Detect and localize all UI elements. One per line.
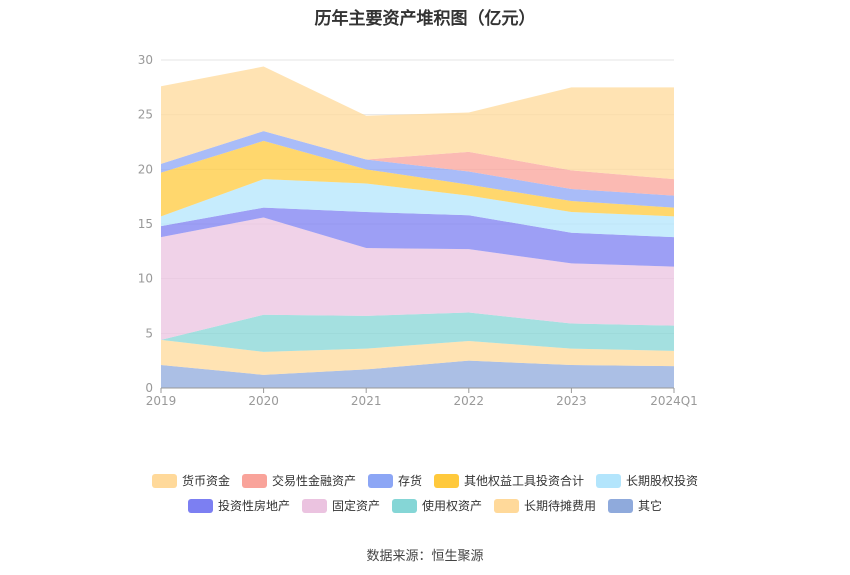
area-series-4[interactable]: [161, 207, 674, 267]
area-series-7[interactable]: [161, 131, 674, 208]
legend-swatch: [187, 498, 213, 513]
y-tick-label: 10: [138, 272, 153, 286]
y-tick-label: 5: [145, 326, 153, 340]
y-tick-label: 15: [138, 217, 153, 231]
y-tick-label: 30: [138, 53, 153, 67]
legend-swatch: [241, 473, 267, 488]
stacked-area-chart: 0 5 10 15 20 25 30 2019 2020 2021 2022 2023 2024Q1: [138, 53, 698, 408]
x-tick-label: 2019: [146, 394, 177, 408]
legend-label: 货币资金: [181, 474, 230, 488]
legend-row: 货币资金 交易性金融资产 存货 其他权益工具投资合计 长期股权投资: [0, 468, 850, 493]
legend-label: 交易性金融资产: [271, 474, 356, 488]
axes: 0 5 10 15 20 25 30 2019 2020 2021 2022 2023 2024Q1: [138, 53, 698, 408]
chart-title: 历年主要资产堆积图（亿元）: [314, 9, 536, 29]
y-tick-label: 25: [138, 108, 153, 122]
legend: 货币资金 交易性金融资产 存货 其他权益工具投资合计 长期股权投资 投资性房地产 固定资产…: [0, 468, 850, 518]
x-tick-label: 2020: [248, 394, 279, 408]
legend-item[interactable]: 交易性金融资产: [241, 472, 356, 489]
legend-row: 投资性房地产 固定资产 使用权资产 长期待摊费用 其它: [0, 493, 850, 518]
legend-item[interactable]: 存货: [367, 472, 422, 489]
legend-label: 其它: [638, 499, 663, 513]
legend-item[interactable]: 固定资产: [301, 497, 380, 514]
legend-swatch: [596, 473, 622, 488]
area-series-9[interactable]: [161, 66, 674, 180]
area-series-1[interactable]: [161, 339, 674, 375]
area-series-3[interactable]: [161, 217, 674, 340]
legend-swatch: [494, 498, 519, 513]
legend-item[interactable]: 长期待摊费用: [494, 497, 596, 514]
legend-label: 固定资产: [331, 499, 380, 513]
legend-label: 投资性房地产: [217, 499, 290, 513]
legend-swatch: [301, 498, 327, 513]
legend-item[interactable]: 其他权益工具投资合计: [434, 472, 584, 489]
legend-item[interactable]: 长期股权投资: [596, 472, 698, 489]
area-series-6[interactable]: [161, 140, 674, 217]
legend-swatch: [391, 498, 417, 513]
area-series-5[interactable]: [161, 179, 674, 238]
x-tick-label: 2022: [454, 394, 485, 408]
area-series-8[interactable]: [161, 131, 674, 196]
legend-swatch: [151, 473, 177, 488]
x-tick-label: 2023: [556, 394, 587, 408]
area-series-2[interactable]: [161, 312, 674, 352]
area-series-layer: [161, 66, 674, 388]
legend-item[interactable]: 货币资金: [151, 472, 230, 489]
legend-swatch: [608, 498, 634, 513]
area-series-0[interactable]: [161, 360, 674, 388]
legend-swatch: [434, 473, 459, 488]
legend-label: 长期股权投资: [626, 474, 699, 488]
source-note: 数据来源：恒生聚源: [366, 549, 484, 564]
legend-item[interactable]: 其它: [608, 497, 662, 514]
legend-label: 其他权益工具投资合计: [464, 474, 585, 488]
legend-swatch: [367, 473, 393, 488]
legend-item[interactable]: 投资性房地产: [187, 497, 290, 514]
legend-label: 长期待摊费用: [524, 499, 597, 513]
y-tick-label: 0: [145, 381, 153, 395]
y-tick-label: 20: [138, 162, 153, 176]
x-tick-label: 2024Q1: [650, 394, 698, 408]
legend-label: 使用权资产: [421, 499, 482, 513]
legend-label: 存货: [397, 474, 422, 488]
legend-item[interactable]: 使用权资产: [391, 497, 482, 514]
x-tick-label: 2021: [351, 394, 382, 408]
